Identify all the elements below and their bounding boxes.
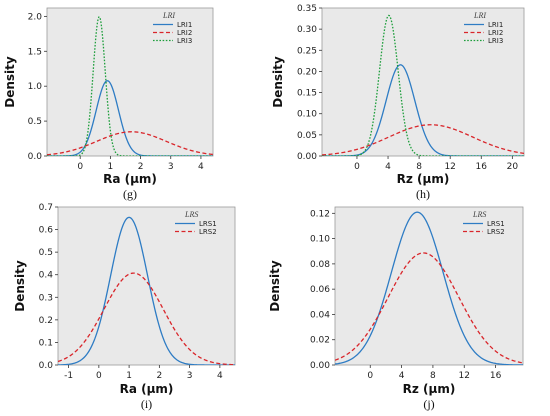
- panel-h-legend-title: LRI: [473, 11, 486, 20]
- panel-i-ytick-label: 0.4: [39, 271, 54, 281]
- panel-h-plot-area: [321, 7, 525, 157]
- panel-i-xtick-label: 0: [96, 371, 102, 381]
- panel-h-panel-label: (h): [416, 187, 430, 201]
- panel-j-legend-title: LRS: [472, 210, 486, 219]
- panel-i-ylabel: Density: [13, 260, 27, 312]
- panel-h-ytick-label: 0.25: [297, 46, 317, 56]
- panel-i-legend-label-lrs1: LRS1: [199, 220, 217, 228]
- panel-j-series-lrs1: [335, 211, 523, 365]
- panel-h-series-lri3: [322, 14, 524, 156]
- panel-i-legend-label-lrs2: LRS2: [199, 228, 217, 236]
- panel-j-series-lrs2: [335, 252, 523, 364]
- panel-g-legend-label-lri2: LRI2: [177, 29, 192, 37]
- panel-j-xtick-label: 16: [490, 371, 502, 381]
- panel-i-series-lrs1: [58, 216, 235, 365]
- panel-h-xtick-label: 4: [385, 162, 391, 172]
- panel-i-ytick-label: 0.6: [39, 226, 54, 236]
- panel-i-ytick-label: 0.2: [39, 316, 53, 326]
- panel-j-panel-label: (j): [423, 397, 434, 411]
- panel-j-xtick-label: 12: [459, 371, 470, 381]
- panel-h-ytick-label: 0.15: [297, 89, 317, 99]
- panel-j-ytick-label: 0.02: [310, 336, 330, 346]
- panel-i-xtick-label: 3: [187, 371, 193, 381]
- panel-h-series-lri2: [322, 124, 524, 156]
- panel-i-ytick-label: 0.3: [39, 293, 53, 303]
- panel-i-ytick-label: 0.7: [39, 203, 53, 213]
- panel-g-xtick-label: 4: [198, 162, 204, 172]
- panel-g-xtick-label: 2: [138, 162, 144, 172]
- panel-j-xtick-label: 4: [399, 371, 405, 381]
- panel-h-ylabel: Density: [271, 56, 285, 108]
- panel-g-curves: [47, 16, 213, 156]
- panel-j-ylabel: Density: [268, 260, 282, 312]
- panel-j-ytick-label: 0.08: [310, 260, 330, 270]
- panel-j-xtick-label: 0: [367, 371, 373, 381]
- panel-i-curves: [58, 216, 235, 365]
- panel-j-ytick-label: 0.10: [310, 235, 330, 245]
- panel-i-ytick-label: 0.1: [39, 338, 53, 348]
- panel-g-xlabel: Ra (μm): [103, 172, 157, 186]
- panel-g-panel-label: (g): [123, 187, 137, 201]
- panel-j-ytick-label: 0.04: [310, 310, 330, 320]
- panel-h-xtick-label: 8: [416, 162, 422, 172]
- panel-g-legend-title: LRI: [162, 11, 175, 20]
- panel-j-ytick-label: 0.00: [310, 361, 330, 371]
- panel-i-xtick-label: -1: [64, 371, 73, 381]
- panel-h-ytick-label: 0.05: [297, 131, 317, 141]
- panel-j-ytick-label: 0.06: [310, 285, 330, 295]
- panel-g-ytick-label: 2.0: [28, 12, 43, 22]
- panel-i-xtick-label: 4: [217, 371, 223, 381]
- panel-g-ytick-label: 0.5: [28, 117, 42, 127]
- panel-h-ytick-label: 0.35: [297, 4, 317, 14]
- panel-g-xtick-label: 0: [77, 162, 83, 172]
- panel-h-ytick-label: 0.10: [297, 110, 317, 120]
- panel-h-xtick-label: 20: [507, 162, 519, 172]
- panel-h-curves: [322, 14, 524, 156]
- panel-g-ytick-label: 1.5: [28, 47, 42, 57]
- panel-j-legend-label-lrs1: LRS1: [487, 220, 505, 228]
- panel-h-xtick-label: 12: [444, 162, 455, 172]
- panel-i-panel-label: (i): [141, 397, 152, 411]
- panel-i-legend-title: LRS: [184, 210, 198, 219]
- panel-g-legend-label-lri1: LRI1: [177, 21, 192, 29]
- panel-h-xtick-label: 16: [476, 162, 488, 172]
- panel-j-xlabel: Rz (μm): [403, 382, 456, 396]
- panel-h-legend-label-lri3: LRI3: [488, 37, 503, 45]
- panel-j: 0.00 0.02 0.04 0.06 0.08 0.10 0.12 0 4 8 12 16 Rz (μ…: [268, 206, 524, 411]
- panel-h-legend-label-lri2: LRI2: [488, 29, 503, 37]
- panel-h-ytick-label: 0.30: [297, 25, 317, 35]
- panel-g-ylabel: Density: [3, 56, 17, 108]
- panel-j-xtick-label: 8: [430, 371, 436, 381]
- panel-h-series-lri1: [322, 64, 524, 156]
- panel-h-legend-label-lri1: LRI1: [488, 21, 503, 29]
- panel-j-ytick-label: 0.12: [310, 209, 330, 219]
- panel-g-ytick-label: 0.0: [28, 152, 43, 162]
- panel-j-curves: [335, 211, 523, 365]
- panel-h-ytick-label: 0.20: [297, 67, 317, 77]
- panel-g: 0.0 0.5 1.0 1.5 2.0 0 1 2 3 4 Ra (μm) Density (g) LRI…: [3, 7, 214, 201]
- panel-h-xlabel: Rz (μm): [397, 172, 450, 186]
- panel-g-series-lri1: [47, 80, 213, 156]
- panel-i: 0.0 0.1 0.2 0.3 0.4 0.5 0.6 0.7 -1 0 1 2 3 4 Ra (μm) De…: [13, 203, 236, 411]
- panel-h: 0.00 0.05 0.10 0.15 0.20 0.25 0.30 0.35 0 4 8 12 16 2…: [271, 4, 525, 201]
- panel-h-xtick-label: 0: [354, 162, 360, 172]
- panel-i-xtick-label: 1: [126, 371, 132, 381]
- panel-j-plot-area: [334, 206, 524, 366]
- panel-h-ytick-label: 0.00: [297, 152, 317, 162]
- panel-g-legend-label-lri3: LRI3: [177, 37, 192, 45]
- panel-i-ytick-label: 0.0: [39, 361, 54, 371]
- panel-j-legend-label-lrs2: LRS2: [487, 228, 505, 236]
- panel-i-ytick-label: 0.5: [39, 248, 53, 258]
- panel-i-plot-area: [57, 206, 236, 366]
- panel-i-xlabel: Ra (μm): [120, 382, 174, 396]
- panel-g-series-lri2: [47, 131, 213, 156]
- panel-g-xtick-label: 3: [168, 162, 174, 172]
- panel-g-ytick-label: 1.0: [28, 82, 43, 92]
- panel-g-xtick-label: 1: [108, 162, 114, 172]
- panel-i-xtick-label: 2: [156, 371, 162, 381]
- panel-i-series-lrs2: [58, 272, 235, 365]
